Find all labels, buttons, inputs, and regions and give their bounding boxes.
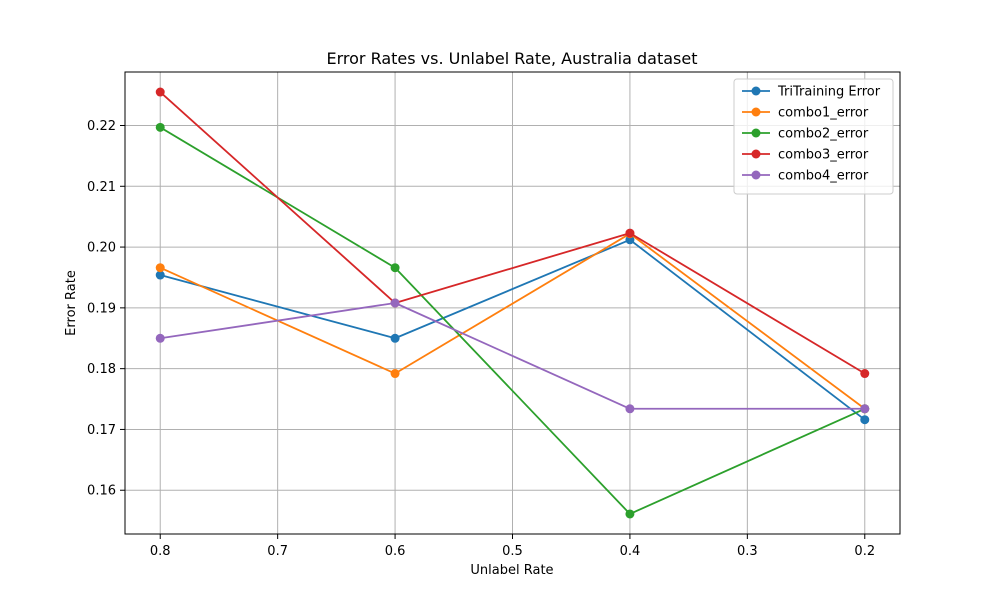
data-point xyxy=(390,298,400,308)
legend: TriTraining Error combo1_error combo2_erro… xyxy=(733,78,894,195)
y-axis-title: Error Rate xyxy=(64,270,79,336)
legend-box xyxy=(733,78,894,195)
data-point xyxy=(155,263,165,273)
data-point xyxy=(390,333,400,343)
legend-marker xyxy=(751,128,761,138)
chart-title: Error Rates vs. Unlabel Rate, Australia … xyxy=(326,49,697,68)
legend-entry: combo4_error xyxy=(742,169,869,184)
data-point xyxy=(155,87,165,97)
legend-label: combo1_error xyxy=(778,106,869,121)
y-tick-label: 0.18 xyxy=(87,362,116,377)
legend-entry: combo1_error xyxy=(742,106,869,121)
data-point xyxy=(155,122,165,132)
y-tick-label: 0.17 xyxy=(87,423,116,438)
axis-ticks: 0.8 0.7 0.6 0.5 0.4 0.3 0.2 0.16 0.17 0.18 0.19 0.2… xyxy=(87,119,875,559)
y-tick-label: 0.21 xyxy=(87,180,116,195)
y-tick-label: 0.16 xyxy=(87,484,116,499)
data-point xyxy=(860,415,870,425)
data-point xyxy=(390,369,400,379)
y-tick-label: 0.19 xyxy=(87,301,116,316)
data-point xyxy=(390,263,400,273)
legend-label: combo4_error xyxy=(778,169,869,184)
legend-entry: TriTraining Error xyxy=(742,85,881,100)
x-tick-label: 0.2 xyxy=(854,544,875,559)
legend-label: TriTraining Error xyxy=(777,85,881,100)
data-point xyxy=(155,333,165,343)
x-tick-label: 0.8 xyxy=(150,544,171,559)
x-tick-label: 0.4 xyxy=(620,544,641,559)
legend-label: combo3_error xyxy=(778,148,869,163)
legend-marker xyxy=(751,86,761,96)
series-line xyxy=(160,302,865,410)
series-line xyxy=(159,91,866,375)
x-tick-label: 0.7 xyxy=(267,544,288,559)
x-tick-label: 0.6 xyxy=(385,544,406,559)
data-point xyxy=(625,509,635,519)
legend-label: combo2_error xyxy=(778,127,869,142)
data-point xyxy=(860,404,870,414)
series-line xyxy=(159,238,866,421)
legend-marker xyxy=(751,170,761,180)
series-combo4-error xyxy=(155,298,870,414)
legend-entry: combo2_error xyxy=(742,127,869,142)
x-tick-label: 0.5 xyxy=(502,544,523,559)
data-point xyxy=(625,404,635,414)
data-point xyxy=(860,369,870,379)
y-tick-label: 0.22 xyxy=(87,119,116,134)
legend-entry: combo3_error xyxy=(742,148,869,163)
legend-marker xyxy=(751,107,761,117)
series-group xyxy=(155,87,870,519)
data-point xyxy=(155,270,165,280)
legend-marker xyxy=(751,149,761,159)
y-tick-label: 0.20 xyxy=(87,241,116,256)
x-tick-label: 0.3 xyxy=(737,544,758,559)
data-point xyxy=(625,228,635,238)
x-axis-title: Unlabel Rate xyxy=(470,563,553,578)
